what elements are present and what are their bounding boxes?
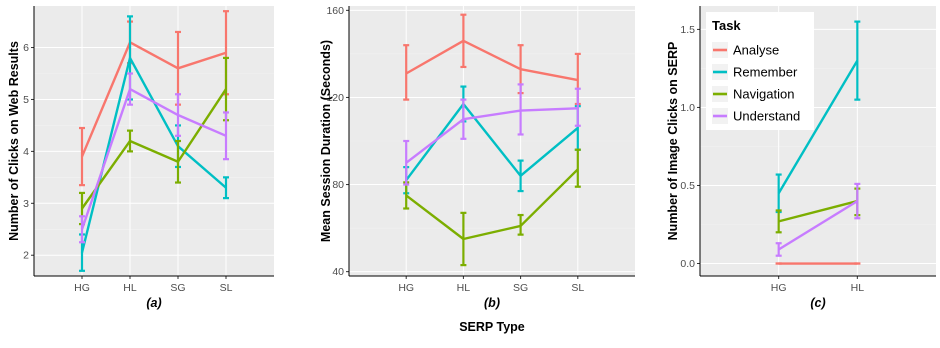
y-tick-label: 4: [23, 146, 29, 158]
error-bar-understand: [574, 87, 581, 127]
error-bar-remember: [517, 159, 524, 193]
y-axis-title: Number of Clicks on Web Results: [7, 41, 21, 241]
x-axis-title: SERP Type: [459, 320, 525, 334]
y-tick-label: 1.5: [680, 24, 695, 36]
error-bar-understand: [127, 72, 133, 106]
y-tick-label: 120: [326, 92, 344, 104]
error-bar-analyse: [79, 126, 85, 187]
series-line-navigation: [405, 168, 579, 241]
x-tick-label: SG: [513, 282, 528, 294]
y-tick-label: 0.0: [680, 258, 695, 270]
error-bar-remember: [854, 20, 861, 101]
series-line-understand: [80, 87, 227, 230]
legend-label-analyse: Analyse: [733, 43, 779, 58]
y-tick-label: 1.0: [680, 102, 695, 114]
y-tick-label: 5: [23, 94, 29, 106]
error-bar-navigation: [517, 213, 524, 236]
y-tick-label: 0.5: [680, 180, 695, 192]
x-tick-label: SL: [571, 282, 584, 294]
series-line-understand: [405, 107, 578, 164]
error-bar-understand: [460, 98, 467, 140]
error-bar-understand: [403, 139, 410, 186]
series-line-remember: [777, 60, 859, 194]
error-bar-understand: [775, 242, 782, 257]
x-tick-label: HG: [771, 282, 787, 294]
error-bar-understand: [517, 83, 524, 136]
error-bar-navigation: [175, 139, 181, 184]
x-tick-label: SL: [220, 282, 233, 294]
x-tick-label: HG: [398, 282, 414, 294]
x-tick-label: HL: [457, 282, 471, 294]
panel-b: 40 80 120 160 HG HL SG SL (b) Mean Session Durati…: [319, 5, 635, 334]
error-bar-navigation: [460, 211, 467, 267]
y-tick-label: 40: [332, 266, 344, 278]
panel-label: (c): [810, 296, 825, 310]
error-bar-navigation: [775, 209, 782, 234]
error-bar-navigation: [127, 129, 133, 153]
error-bar-understand: [175, 93, 181, 137]
y-tick-label: 3: [23, 198, 29, 210]
series-line-analyse: [405, 39, 579, 82]
legend-label-understand: Understand: [733, 109, 800, 124]
panel-background: [34, 6, 274, 276]
y-tick-label: 160: [326, 5, 344, 17]
error-bar-understand: [223, 111, 229, 161]
legend-label-navigation: Navigation: [733, 87, 794, 102]
x-tick-label: HL: [851, 282, 865, 294]
series-line-analyse: [80, 41, 227, 158]
y-tick-label: 80: [332, 179, 344, 191]
x-tick-label: SG: [170, 282, 185, 294]
error-bar-remember: [223, 176, 229, 200]
panel-a: 2 3 4 5 6 HG HL SG SL (a) Number of Clicks on Web …: [7, 6, 274, 310]
series-line-understand: [778, 200, 858, 251]
series-line-navigation: [778, 199, 858, 223]
legend-label-remember: Remember: [733, 65, 798, 80]
legend: Task Analyse Remember Navigation Understand: [706, 12, 814, 130]
error-bar-understand: [79, 215, 85, 244]
y-axis-title: Number of Image Clicks on SERP: [666, 42, 680, 241]
y-tick-label: 6: [23, 42, 29, 54]
panel-label: (b): [484, 296, 500, 310]
error-bar-understand: [854, 182, 861, 220]
error-bar-analyse: [460, 13, 467, 69]
y-tick-label: 2: [23, 250, 29, 262]
panel-label: (a): [146, 296, 161, 310]
error-bar-navigation: [574, 148, 581, 188]
legend-title: Task: [712, 18, 741, 33]
error-bar-analyse: [403, 44, 410, 101]
x-tick-label: HG: [74, 282, 90, 294]
x-tick-label: HL: [123, 282, 137, 294]
y-axis-title: Mean Session Duration (Seconds): [319, 40, 333, 242]
